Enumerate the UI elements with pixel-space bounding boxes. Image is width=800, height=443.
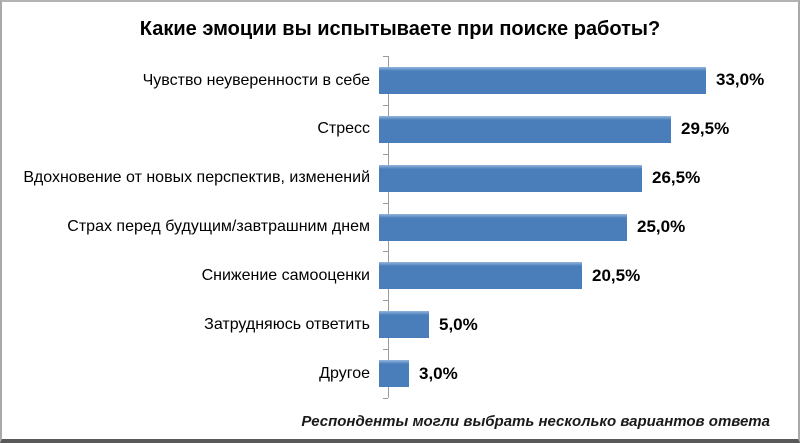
bar-track: 3,0%: [379, 349, 798, 398]
bar: [379, 115, 671, 143]
axis-tick: [383, 349, 388, 350]
category-label: Страх перед будущим/завтрашним днем: [67, 218, 370, 236]
value-label: 20,5%: [592, 265, 641, 285]
bar-row: Страх перед будущим/завтрашним днем 25,0%: [2, 203, 798, 252]
category-label: Другое: [319, 364, 370, 382]
bar-rows: Чувство неуверенности в себе 33,0% Стресс 2…: [2, 56, 798, 398]
category-label: Вдохновение от новых перспектив, изменен…: [23, 169, 370, 187]
axis-tick: [383, 56, 388, 57]
bar-track: 25,0%: [379, 203, 798, 252]
bar-row: Вдохновение от новых перспектив, изменен…: [2, 154, 798, 203]
bar: [379, 213, 627, 241]
bar: [379, 164, 642, 192]
axis-tick: [383, 398, 388, 399]
bar: [379, 262, 582, 290]
bar-track: 33,0%: [379, 56, 798, 105]
bar-track: 5,0%: [379, 300, 798, 349]
bar-row: Затрудняюсь ответить 5,0%: [2, 300, 798, 349]
value-label: 33,0%: [716, 70, 765, 90]
chart-title: Какие эмоции вы испытываете при поиске р…: [139, 18, 661, 40]
bar: [379, 66, 706, 94]
bar-row: Стресс 29,5%: [2, 105, 798, 154]
axis-tick: [383, 203, 388, 204]
category-label: Чувство неуверенности в себе: [142, 71, 370, 89]
bar-row: Чувство неуверенности в себе 33,0%: [2, 56, 798, 105]
bar: [379, 311, 429, 339]
bar: [379, 360, 409, 388]
bar-track: 29,5%: [379, 105, 798, 154]
axis-tick: [383, 105, 388, 106]
value-label: 26,5%: [652, 168, 701, 188]
bar-track: 20,5%: [379, 251, 798, 300]
value-label: 25,0%: [637, 217, 686, 236]
category-label: Затрудняюсь ответить: [204, 315, 370, 333]
plot-area: Чувство неуверенности в себе 33,0% Стресс 2…: [2, 56, 798, 399]
chart-footnote: Респонденты могли выбрать несколько вари…: [301, 413, 770, 430]
bar-row: Другое 3,0%: [2, 349, 798, 398]
category-label: Стресс: [317, 120, 370, 138]
bar-row: Снижение самооценки 20,5%: [2, 251, 798, 300]
value-label: 5,0%: [439, 314, 478, 334]
value-label: 3,0%: [419, 363, 458, 383]
axis-tick: [383, 300, 388, 301]
axis-tick: [383, 154, 388, 155]
bar-track: 26,5%: [379, 154, 798, 203]
category-label: Снижение самооценки: [201, 267, 370, 285]
value-label: 29,5%: [681, 119, 730, 139]
axis-tick: [383, 251, 388, 252]
